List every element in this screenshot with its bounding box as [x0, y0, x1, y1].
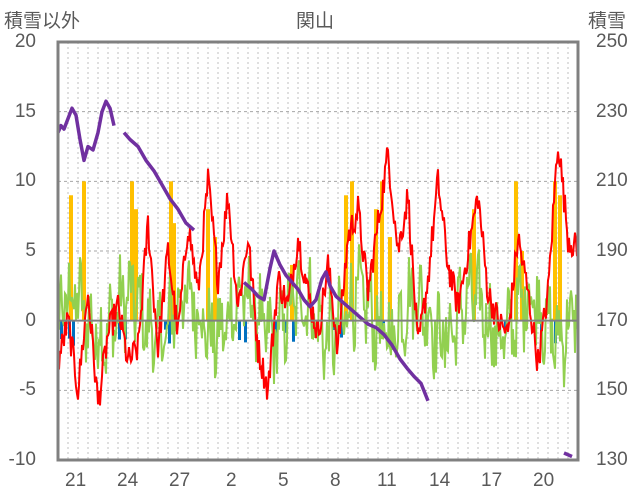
snowfall-bar: [82, 181, 86, 321]
x-tick-label: 21: [65, 470, 87, 491]
plot-frame: [56, 40, 580, 462]
precipitation-bar: [244, 320, 247, 343]
frame-rect: [56, 40, 580, 462]
precipitation-bar: [164, 320, 167, 330]
snowfall-bar: [169, 181, 173, 321]
x-tick-label: 14: [429, 470, 451, 491]
snowfall-bar: [213, 237, 217, 321]
y-right-tick-label: 130: [596, 449, 628, 470]
snow-depth-line: [56, 99, 573, 459]
y-left-tick-label: 15: [14, 100, 36, 122]
temperature-change-line: [57, 244, 579, 388]
y-right-tick-label: 230: [596, 100, 628, 122]
y-right-tick-label: 170: [596, 309, 628, 331]
y-left-tick-label: 20: [14, 31, 36, 52]
y-left-axis-label: 積雪以外: [4, 10, 81, 32]
y-right-tick-label: 150: [596, 379, 628, 401]
temperature-line: [57, 147, 579, 406]
precipitation-bar: [118, 320, 121, 340]
precipitation-bar: [168, 320, 171, 344]
snow-depth-segment: [563, 451, 573, 459]
y-right-axis-label: 積雪: [588, 10, 627, 32]
snowfall-bar: [206, 209, 210, 321]
snowfall-bar: [558, 195, 562, 321]
precipitation-bar: [292, 320, 295, 342]
x-tick-label: 11: [377, 470, 397, 491]
snow-depth-segment: [122, 131, 196, 232]
snow-depth-segment: [56, 99, 116, 163]
precipitation-bar: [284, 320, 287, 333]
chart-title: 関山: [296, 10, 335, 32]
precipitation-bar: [72, 320, 75, 346]
snowfall-bar: [172, 223, 176, 321]
x-tick-label: 20: [533, 470, 555, 491]
snowfall-bar: [514, 181, 518, 321]
snowfall-bar: [69, 195, 73, 321]
y-right-tick-label: 190: [596, 240, 628, 261]
x-tick-label: 8: [330, 470, 341, 491]
precipitation-bar: [340, 320, 343, 338]
x-tick-label: 17: [481, 470, 503, 491]
temperature-line-path: [57, 147, 579, 406]
x-tick-label: 5: [278, 470, 289, 491]
snowfall-bar: [350, 181, 354, 321]
y-right-tick-label: 250: [596, 31, 628, 52]
x-tick-label: 2: [226, 470, 237, 491]
snowfall-bar: [388, 237, 392, 321]
x-tick-label: 27: [169, 470, 191, 491]
temperature-change-line-path: [57, 244, 579, 388]
y-left-tick-label: -10: [8, 449, 36, 470]
snowfall-bar: [130, 181, 134, 321]
snowfall-bar: [472, 209, 476, 321]
x-tick-label: 24: [117, 470, 139, 491]
y-left-tick-label: -5: [19, 379, 36, 401]
y-left-tick-label: 0: [25, 309, 36, 331]
snowfall-bar: [374, 209, 378, 321]
y-left-tick-label: 5: [25, 240, 36, 261]
y-right-tick-label: 210: [596, 170, 628, 192]
snowfall-bar: [134, 209, 138, 321]
snowfall-bar: [380, 181, 384, 321]
snow-depth-segment: [242, 249, 430, 402]
precipitation-bar: [238, 320, 241, 341]
snowfall-bar: [520, 251, 524, 321]
y-left-tick-label: 10: [14, 170, 36, 192]
snowfall-bar: [553, 181, 557, 321]
precipitation-bar: [60, 320, 63, 340]
